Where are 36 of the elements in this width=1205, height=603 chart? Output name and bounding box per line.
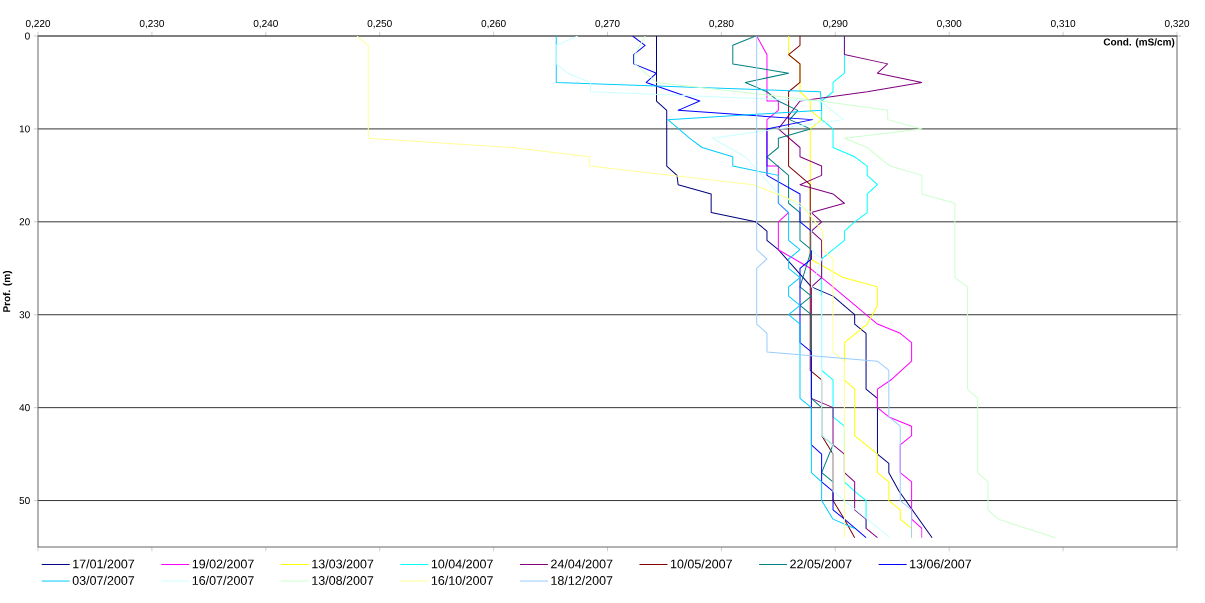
legend-label: 10/04/2007	[431, 559, 493, 569]
x-tick-label: 0,260	[481, 19, 506, 29]
legend-label: 13/08/2007	[312, 575, 374, 585]
legend-label: 16/10/2007	[431, 575, 493, 585]
x-tick-label: 0,240	[253, 19, 278, 29]
x-tick-label: 0,310	[1050, 19, 1076, 29]
x-tick-label: 0,320	[1164, 19, 1190, 29]
legend-label: 13/06/2007	[910, 559, 972, 569]
x-tick-label: 0,300	[937, 19, 962, 29]
legend-label: 10/05/2007	[670, 559, 732, 569]
legend-label: 19/02/2007	[192, 559, 254, 569]
legend-label: 24/04/2007	[551, 559, 613, 569]
legend-label: 22/05/2007	[790, 559, 852, 569]
legend-label: 03/07/2007	[72, 575, 135, 585]
line-series	[655, 36, 933, 539]
legend-label: 17/01/2007	[73, 559, 135, 569]
y-tick-label: 50	[19, 497, 30, 505]
y-tick-label: 0	[25, 32, 30, 40]
line-series	[634, 36, 1056, 539]
x-tick-label: 0,280	[709, 19, 734, 29]
y-tick-label: 40	[19, 404, 30, 412]
x-tick-label: 0,270	[595, 19, 620, 29]
x-axis-title: Cond. (mS/cm)	[1103, 38, 1175, 48]
line-series	[356, 36, 845, 539]
x-tick-label: 0,250	[367, 19, 392, 29]
legend-label: 16/07/2007	[192, 575, 254, 585]
y-tick-label: 10	[19, 125, 30, 133]
x-tick-label: 0,220	[25, 19, 51, 29]
y-tick-label: 30	[19, 311, 30, 319]
y-tick-label: 20	[19, 218, 30, 226]
x-tick-label: 0,230	[139, 19, 165, 29]
legend-label: 13/03/2007	[312, 559, 374, 569]
legend-label: 18/12/2007	[551, 575, 613, 585]
line-series	[632, 36, 867, 539]
y-axis-title: Prof. (m)	[2, 270, 13, 312]
x-tick-label: 0,290	[823, 19, 848, 29]
